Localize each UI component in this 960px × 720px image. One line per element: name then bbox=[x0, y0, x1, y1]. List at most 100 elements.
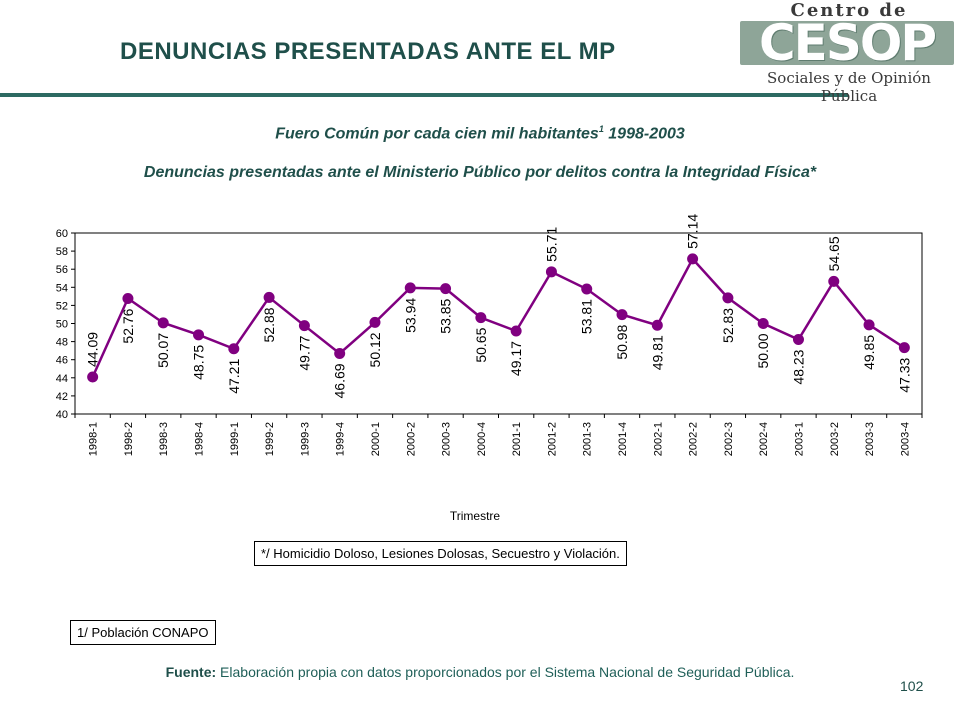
data-point bbox=[440, 283, 452, 295]
data-point bbox=[263, 291, 275, 303]
data-label: 55.71 bbox=[543, 227, 559, 262]
x-tick-label: 2000-4 bbox=[476, 422, 488, 456]
data-point bbox=[651, 319, 663, 331]
source-text: Elaboración propia con datos proporciona… bbox=[216, 664, 795, 680]
data-point bbox=[404, 282, 416, 294]
y-tick-label: 42 bbox=[56, 391, 68, 403]
subtitle-1-text: Fuero Común por cada cien mil habitantes bbox=[275, 125, 599, 143]
x-tick-label: 2003-3 bbox=[864, 422, 876, 456]
data-point bbox=[228, 343, 240, 355]
data-point bbox=[863, 319, 875, 331]
data-label: 47.33 bbox=[896, 357, 912, 392]
y-tick-label: 46 bbox=[56, 355, 68, 367]
subtitle-footnote-marker: 1 bbox=[598, 124, 604, 134]
data-label: 50.98 bbox=[614, 324, 630, 359]
data-label: 49.81 bbox=[649, 335, 665, 370]
cesop-logo: Centro de Estudios CESOP Sociales y de O… bbox=[738, 0, 960, 105]
x-tick-label: 1999-2 bbox=[264, 422, 276, 456]
data-point bbox=[616, 309, 628, 321]
x-tick-label: 2002-3 bbox=[723, 422, 735, 456]
data-label: 50.07 bbox=[155, 333, 171, 368]
data-label: 52.76 bbox=[120, 308, 136, 343]
data-point bbox=[298, 320, 310, 332]
data-point bbox=[687, 253, 699, 265]
data-point bbox=[87, 371, 99, 383]
x-tick-label: 1998-4 bbox=[194, 422, 206, 456]
data-point bbox=[122, 293, 134, 305]
y-tick-label: 50 bbox=[56, 319, 68, 331]
footnote-population-box: 1/ Población CONAPO bbox=[70, 620, 216, 645]
x-tick-label: 2000-3 bbox=[441, 422, 453, 456]
logo-bottom-text: Sociales y de Opinión Pública bbox=[767, 69, 931, 105]
x-tick-label: 2002-2 bbox=[688, 422, 700, 456]
x-tick-label: 1999-4 bbox=[335, 422, 347, 456]
data-label: 52.88 bbox=[261, 307, 277, 342]
data-label: 44.09 bbox=[85, 332, 101, 367]
chart-subtitle-1: Fuero Común por cada cien mil habitantes… bbox=[0, 124, 960, 143]
data-label: 49.17 bbox=[508, 341, 524, 376]
subtitle-years: 1998-2003 bbox=[603, 125, 685, 143]
data-label: 48.23 bbox=[790, 349, 806, 384]
data-point bbox=[157, 317, 169, 329]
data-point bbox=[510, 325, 522, 337]
data-point bbox=[193, 329, 205, 341]
data-label: 50.00 bbox=[755, 333, 771, 368]
data-point bbox=[334, 347, 346, 359]
x-tick-label: 2002-4 bbox=[758, 422, 770, 456]
x-tick-label: 2003-2 bbox=[829, 422, 841, 456]
y-tick-label: 48 bbox=[56, 337, 68, 349]
data-point bbox=[722, 292, 734, 304]
title-divider bbox=[0, 93, 848, 97]
x-tick-label: 2001-3 bbox=[582, 422, 594, 456]
y-tick-label: 58 bbox=[56, 246, 68, 258]
x-tick-label: 2001-1 bbox=[511, 422, 523, 456]
data-label: 53.81 bbox=[579, 299, 595, 334]
x-tick-label: 2001-2 bbox=[546, 422, 558, 456]
x-tick-label: 2000-2 bbox=[405, 422, 417, 456]
data-point bbox=[581, 283, 593, 295]
y-tick-label: 54 bbox=[56, 282, 68, 294]
data-point bbox=[828, 275, 840, 287]
data-label: 47.21 bbox=[226, 359, 242, 394]
source-label: Fuente: bbox=[165, 664, 217, 680]
y-tick-label: 52 bbox=[56, 300, 68, 312]
data-label: 53.85 bbox=[438, 298, 454, 333]
data-point bbox=[475, 312, 487, 324]
x-tick-label: 2003-4 bbox=[899, 422, 911, 456]
data-label: 46.69 bbox=[332, 363, 348, 398]
footnote-crimes-box: */ Homicidio Doloso, Lesiones Dolosas, S… bbox=[254, 541, 627, 566]
data-label: 57.14 bbox=[685, 214, 701, 249]
data-label: 49.77 bbox=[296, 335, 312, 370]
data-label: 52.83 bbox=[720, 308, 736, 343]
chart-subtitle-2: Denuncias presentadas ante el Ministerio… bbox=[143, 164, 817, 181]
x-axis-label: Trimestre bbox=[449, 509, 501, 523]
data-label: 48.75 bbox=[191, 345, 207, 380]
y-tick-label: 44 bbox=[56, 373, 68, 385]
y-tick-label: 56 bbox=[56, 264, 68, 276]
data-point bbox=[898, 342, 910, 354]
x-tick-label: 2002-1 bbox=[652, 422, 664, 456]
x-tick-label: 2001-4 bbox=[617, 422, 629, 456]
series-line bbox=[91, 256, 906, 378]
x-tick-label: 1998-3 bbox=[158, 422, 170, 456]
x-tick-label: 1999-3 bbox=[299, 422, 311, 456]
data-point bbox=[757, 318, 769, 329]
data-label: 54.65 bbox=[826, 236, 842, 271]
data-point bbox=[369, 316, 381, 328]
page-title: DENUNCIAS PRESENTADAS ANTE EL MP bbox=[120, 38, 616, 65]
data-label: 53.94 bbox=[402, 298, 418, 333]
x-tick-label: 1998-1 bbox=[88, 422, 100, 456]
data-label: 50.12 bbox=[367, 332, 383, 367]
x-tick-label: 1998-2 bbox=[123, 422, 135, 456]
logo-mark: CESOP bbox=[758, 14, 937, 72]
x-tick-label: 2000-1 bbox=[370, 422, 382, 456]
logo-band bbox=[740, 21, 954, 65]
x-tick-label: 1999-1 bbox=[229, 422, 241, 456]
x-tick-label: 2003-1 bbox=[793, 422, 805, 456]
data-point bbox=[545, 266, 557, 278]
y-tick-label: 40 bbox=[56, 409, 68, 421]
data-label: 49.85 bbox=[861, 335, 877, 370]
data-point bbox=[792, 334, 804, 346]
y-tick-label: 60 bbox=[56, 228, 68, 240]
